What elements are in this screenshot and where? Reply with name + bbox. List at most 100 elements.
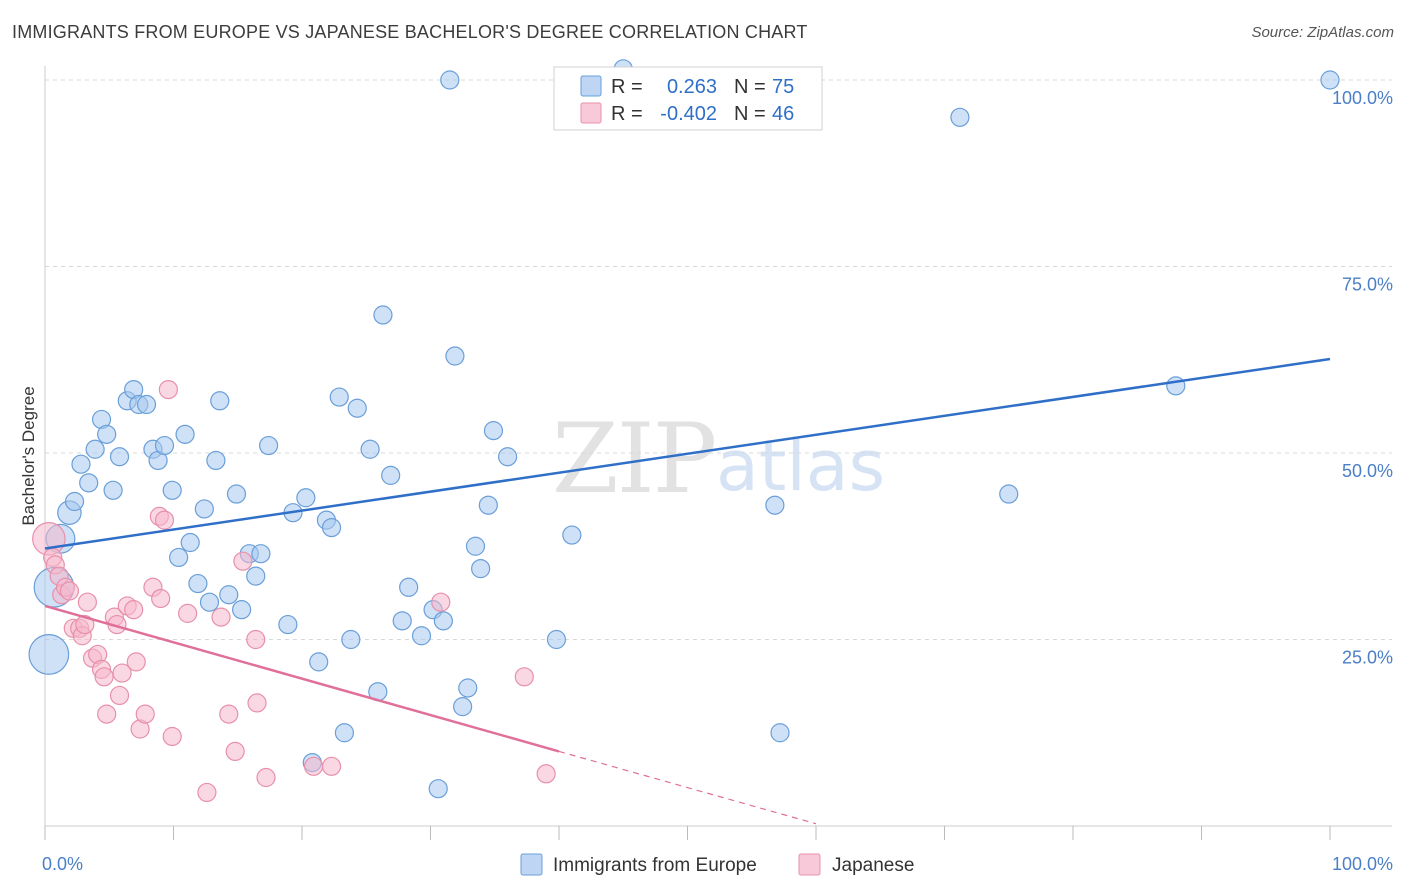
japanese-point: [75, 614, 95, 635]
europe-point: [334, 723, 355, 743]
stats-box: R = 0.263 N = 75 R = -0.402 N = 46: [553, 66, 823, 131]
europe-point: [162, 480, 182, 500]
japanese-trend-extension: [558, 750, 817, 825]
europe-point: [219, 585, 239, 605]
japanese-point: [94, 667, 114, 687]
europe-point: [251, 544, 271, 564]
japanese-point: [233, 551, 253, 571]
stats-swatch-europe: [580, 75, 602, 97]
japanese-point: [303, 756, 324, 776]
europe-point: [458, 678, 478, 698]
europe-point: [194, 499, 214, 519]
legend-swatch-japanese: [798, 853, 821, 876]
europe-point: [562, 525, 582, 545]
europe-point: [169, 547, 189, 568]
europe-point: [373, 305, 393, 325]
japanese-point: [211, 607, 231, 627]
europe-point: [1320, 70, 1340, 90]
europe-point: [440, 70, 460, 90]
europe-point: [770, 723, 790, 743]
europe-point: [546, 629, 567, 650]
europe-point: [999, 484, 1019, 504]
europe-point: [329, 387, 349, 407]
europe-point: [79, 473, 99, 493]
europe-point: [258, 435, 279, 456]
europe-point: [360, 439, 380, 459]
japanese-point: [135, 704, 155, 724]
japanese-point: [112, 663, 132, 683]
europe-point: [278, 614, 298, 635]
europe-point: [28, 634, 70, 675]
europe-point: [433, 611, 453, 631]
europe-point: [765, 495, 785, 515]
europe-point: [232, 600, 252, 620]
europe-point: [64, 491, 85, 512]
stats-europe-r-value: 0.263: [667, 76, 717, 98]
europe-point: [347, 398, 367, 418]
europe-point: [71, 454, 91, 474]
japanese-point: [109, 685, 130, 706]
japanese-point: [124, 600, 144, 620]
europe-point: [103, 480, 123, 500]
japanese-point: [97, 704, 117, 724]
europe-point: [483, 421, 504, 441]
europe-point: [188, 573, 208, 594]
watermark: ZIP atlas: [552, 403, 885, 515]
stats-japanese-n-value: 46: [772, 103, 794, 125]
europe-point: [296, 488, 316, 508]
europe-point: [206, 450, 226, 471]
europe-point: [498, 447, 518, 467]
europe-point: [465, 536, 486, 556]
europe-point: [199, 592, 220, 612]
y-tick-label: 100.0%: [1332, 88, 1393, 108]
europe-trend-line: [44, 357, 1331, 550]
europe-point: [136, 394, 157, 415]
europe-point: [453, 697, 473, 717]
japanese-point: [246, 629, 266, 650]
stats-europe-n-value: 75: [772, 76, 794, 98]
europe-point: [392, 611, 412, 631]
europe-point: [381, 465, 401, 485]
japanese-point: [256, 767, 276, 788]
watermark-atlas: atlas: [716, 425, 885, 507]
trend-layer: [44, 357, 1331, 825]
europe-point: [445, 346, 465, 366]
japanese-point: [431, 592, 451, 612]
japanese-point: [536, 764, 556, 784]
japanese-point: [162, 726, 182, 747]
japanese-point: [154, 510, 175, 530]
stats-swatch-japanese: [580, 102, 602, 124]
x-tick-label: 100.0%: [1332, 854, 1393, 874]
y-tick-label: 75.0%: [1342, 275, 1393, 295]
japanese-point: [247, 693, 267, 713]
bottom-legend: Immigrants from Europe Japanese: [520, 853, 914, 876]
stats-japanese-r-value: -0.402: [660, 103, 717, 125]
europe-point: [399, 577, 419, 597]
europe-point: [478, 495, 498, 515]
japanese-point: [151, 588, 171, 609]
europe-point: [210, 391, 230, 411]
source-label: Source: ZipAtlas.com: [1251, 24, 1394, 41]
chart-title: IMMIGRANTS FROM EUROPE VS JAPANESE BACHE…: [12, 22, 808, 42]
europe-point: [341, 629, 361, 650]
europe-point: [175, 424, 195, 444]
japanese-trend-line: [44, 604, 560, 753]
points-layer: [28, 59, 1340, 803]
europe-point: [180, 532, 200, 553]
japanese-point: [59, 581, 80, 601]
japanese-point: [77, 592, 98, 612]
europe-point: [411, 626, 432, 646]
japanese-point: [225, 741, 245, 762]
japanese-point: [321, 756, 342, 776]
europe-point: [154, 435, 175, 456]
japanese-point: [197, 782, 217, 803]
japanese-point: [219, 704, 239, 724]
europe-point: [428, 779, 448, 799]
japanese-point: [178, 603, 198, 623]
x-tick-label: 0.0%: [42, 854, 83, 874]
japanese-point: [158, 379, 178, 400]
europe-point: [321, 517, 342, 538]
europe-point: [97, 424, 117, 444]
europe-point: [309, 652, 329, 672]
